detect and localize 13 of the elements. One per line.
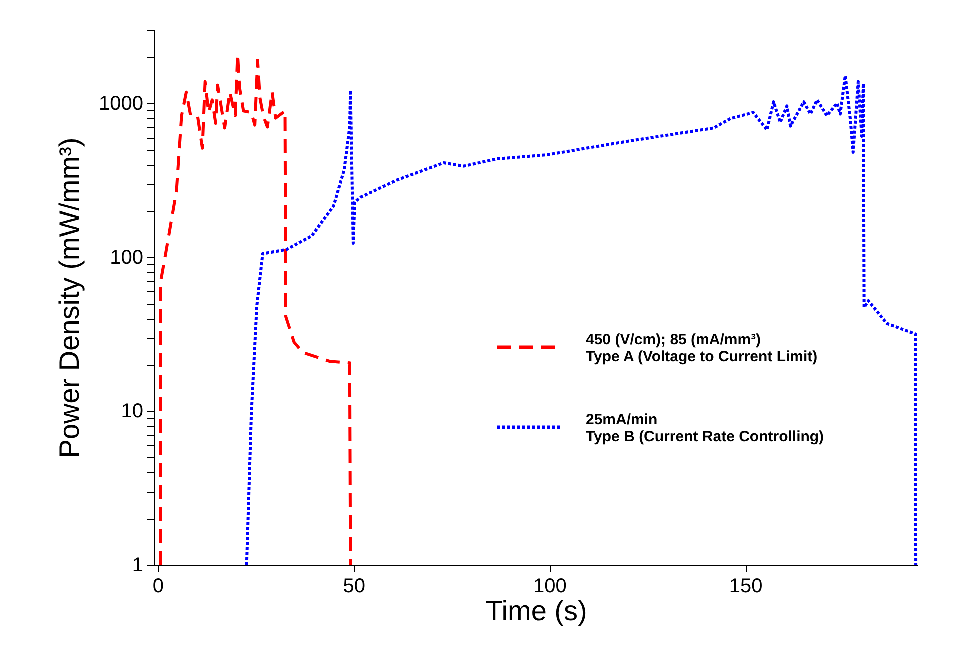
y-tick-label: 10 bbox=[121, 400, 144, 423]
x-tick-label: 0 bbox=[152, 576, 164, 598]
y-tick-label: 1 bbox=[132, 554, 144, 576]
x-tick-label: 100 bbox=[534, 576, 567, 598]
y-axis-title: Power Density (mW/mm³) bbox=[54, 138, 86, 458]
x-tick-label: 50 bbox=[343, 576, 366, 598]
y-tick-label: 100 bbox=[110, 246, 144, 269]
x-axis-title: Time (s) bbox=[486, 596, 588, 626]
legend-label: 25mA/min Type B (Current Rate Controlling) bbox=[586, 412, 824, 446]
line-series bbox=[245, 74, 918, 565]
x-tick-label: 150 bbox=[729, 576, 763, 598]
legend-label: 450 (V/cm); 85 (mA/mm³) Type A (Voltage to Current Limit) bbox=[586, 332, 818, 366]
y-tick-label: 1000 bbox=[99, 92, 144, 115]
